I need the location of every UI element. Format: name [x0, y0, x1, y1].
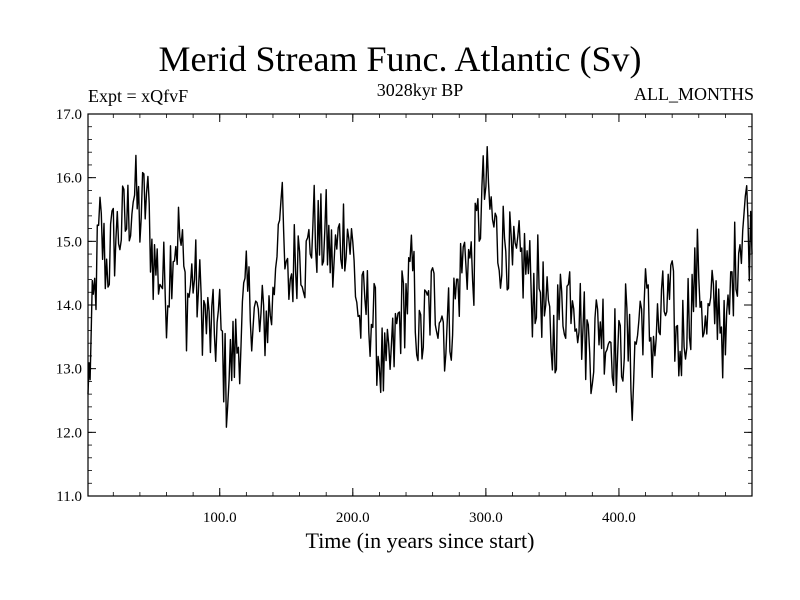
- chart-title: Merid Stream Func. Atlantic (Sv): [158, 39, 642, 79]
- experiment-label: Expt = xQfvF: [88, 86, 189, 106]
- y-tick-label: 17.0: [56, 107, 82, 123]
- x-tick-label: 100.0: [203, 510, 237, 526]
- x-tick-label: 200.0: [336, 510, 370, 526]
- y-tick-label: 15.0: [56, 234, 82, 250]
- y-tick-label: 16.0: [56, 171, 82, 187]
- x-tick-label: 400.0: [602, 510, 636, 526]
- y-tick-label: 12.0: [56, 425, 82, 441]
- chart-subtitle: 3028kyr BP: [376, 80, 464, 100]
- y-tick-label: 11.0: [56, 489, 82, 505]
- months-label: ALL_MONTHS: [634, 84, 754, 104]
- y-tick-label: 14.0: [56, 298, 82, 314]
- y-tick-label: 13.0: [56, 362, 82, 378]
- series-line: [87, 145, 753, 428]
- x-axis-label: Time (in years since start): [305, 528, 535, 553]
- x-tick-label: 300.0: [469, 510, 503, 526]
